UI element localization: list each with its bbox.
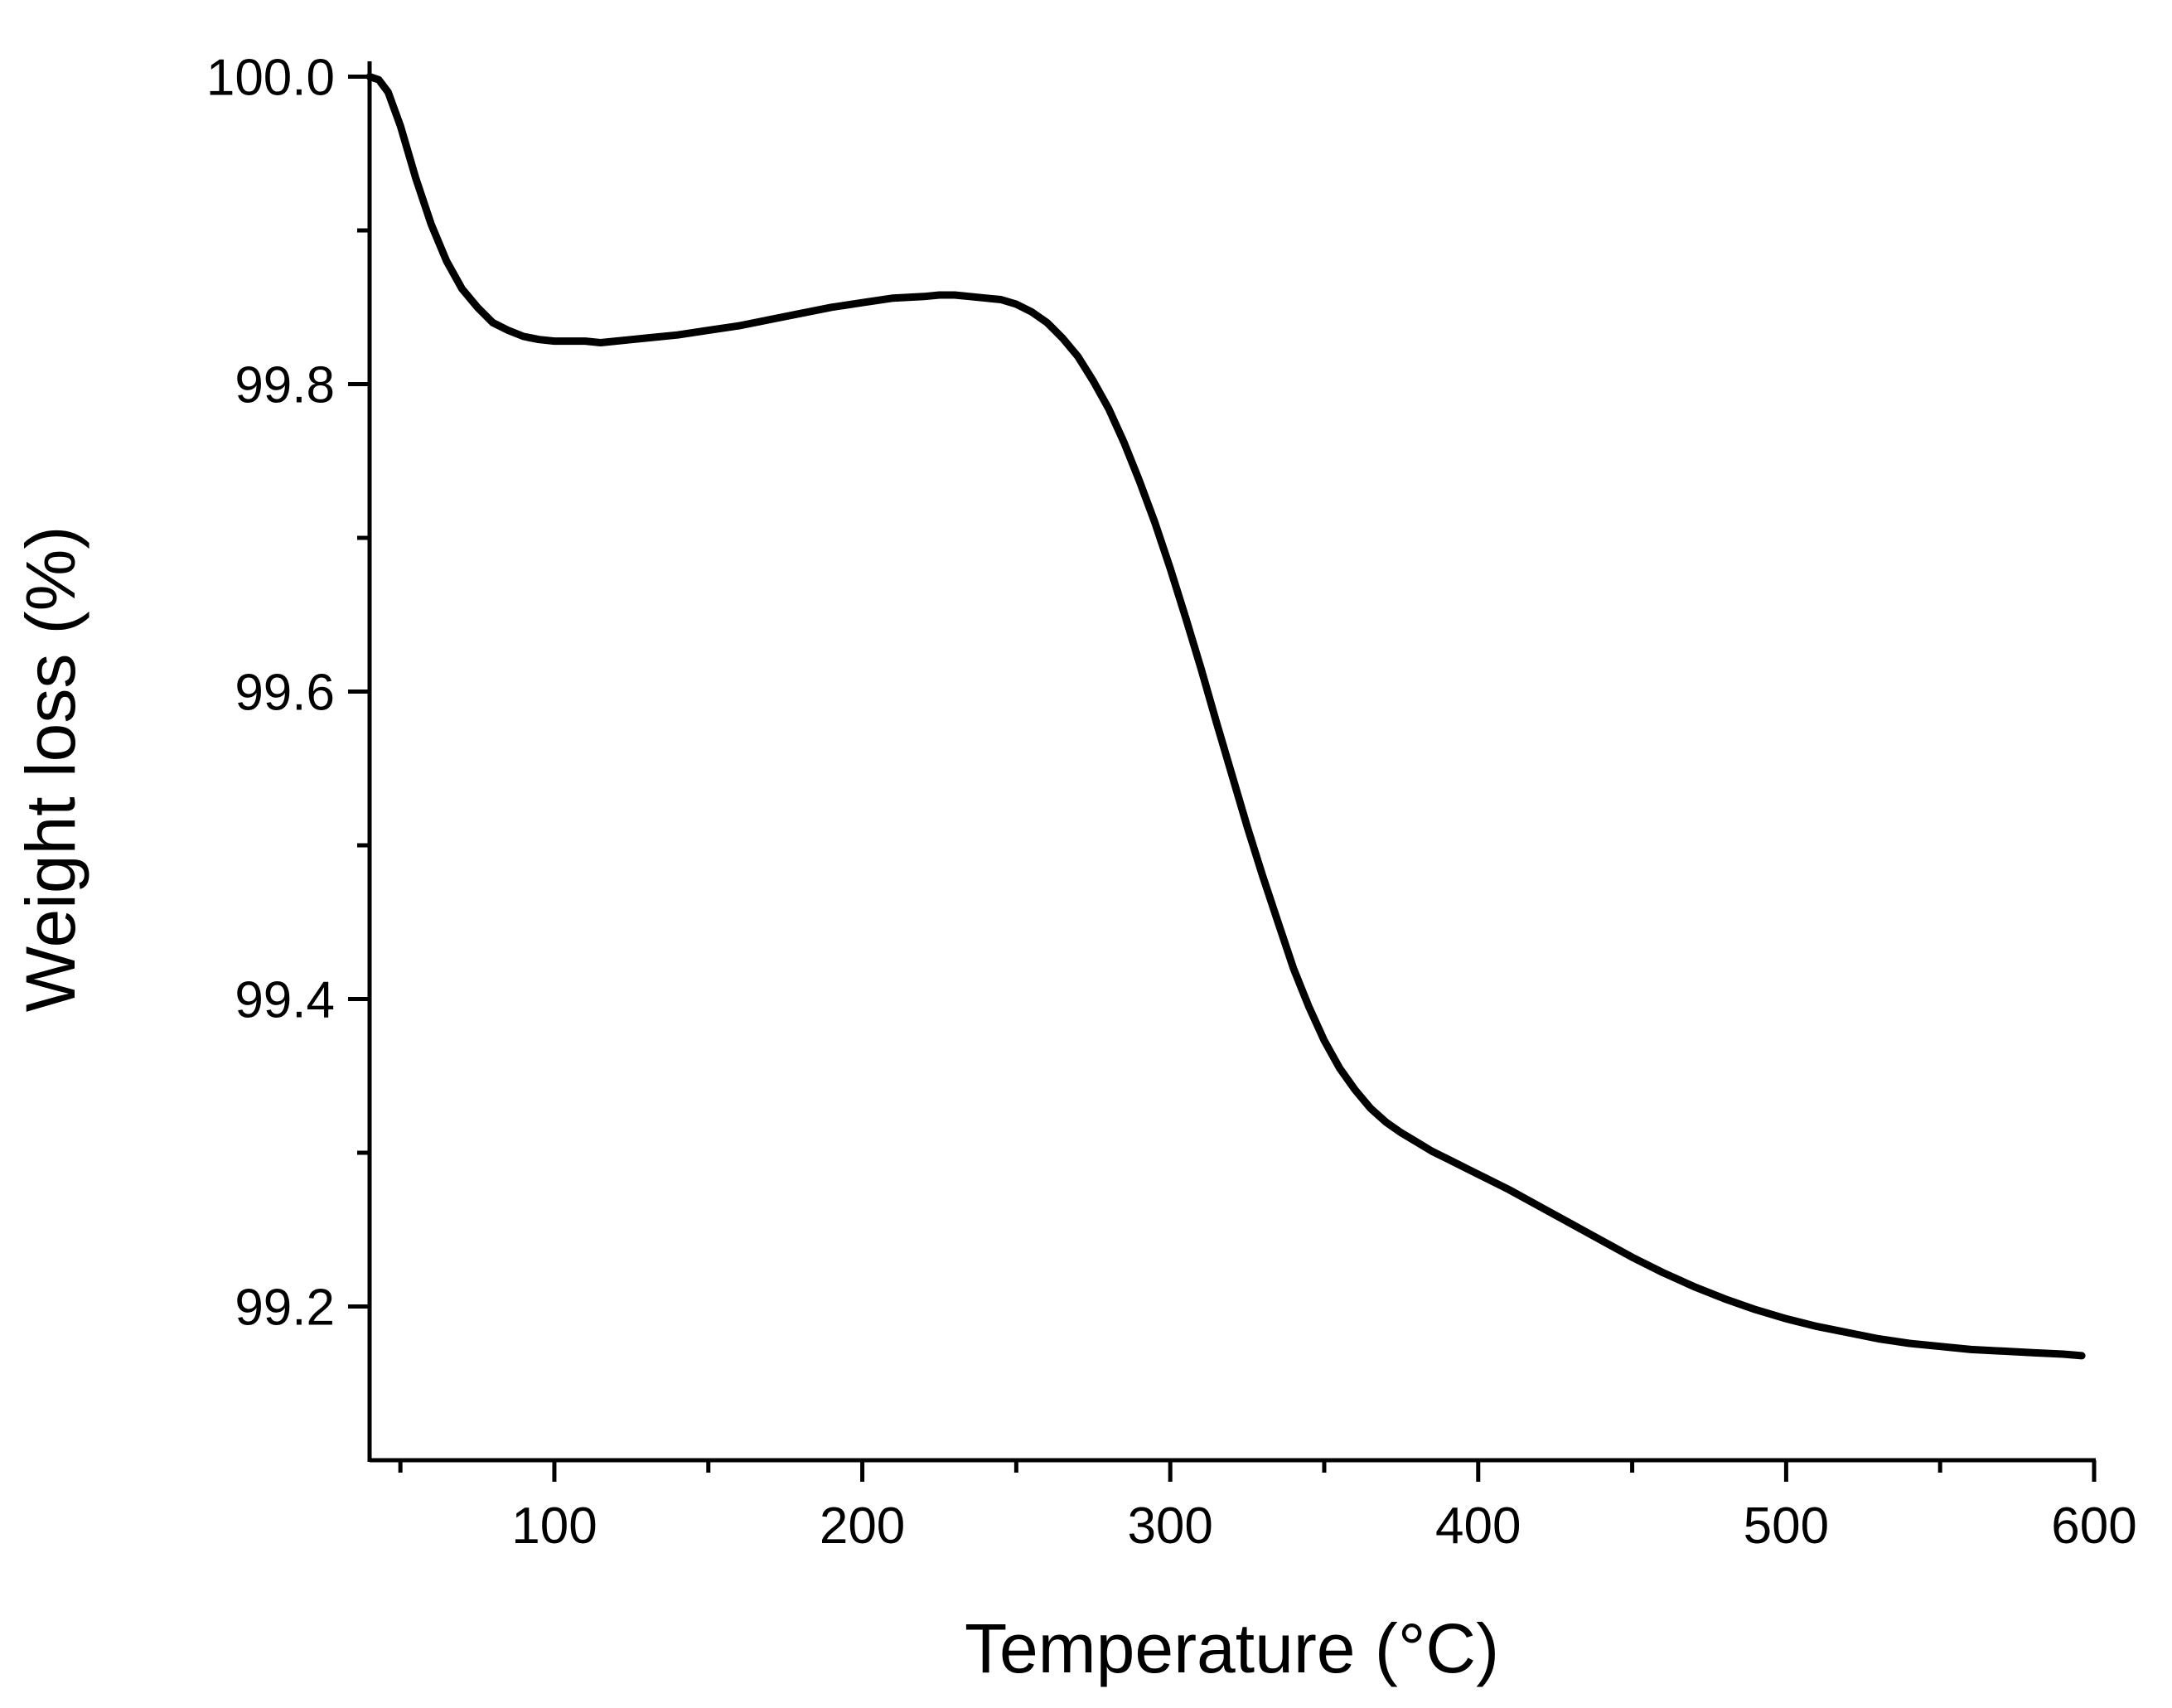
x-tick-label: 300 xyxy=(1127,1498,1212,1555)
y-tick-label: 99.2 xyxy=(235,1280,335,1337)
x-tick-label: 200 xyxy=(820,1498,905,1555)
y-axis-ticks: 99.2 99.4 99.6 99.8 100.0 xyxy=(206,50,370,1337)
x-tick-label: 600 xyxy=(2051,1498,2136,1555)
y-tick-label: 99.6 xyxy=(235,665,335,722)
plot-area xyxy=(365,73,2086,1360)
x-tick-label: 100 xyxy=(511,1498,597,1555)
x-tick-label: 400 xyxy=(1435,1498,1521,1555)
y-tick-label: 100.0 xyxy=(206,50,335,107)
series-line-tga xyxy=(365,73,2086,1360)
x-tick-label: 500 xyxy=(1744,1498,1829,1555)
x-axis-title: Temperature (°C) xyxy=(965,1609,1499,1687)
y-axis-title: Weight loss (%) xyxy=(12,526,89,1013)
y-tick-label: 99.8 xyxy=(235,357,335,414)
x-axis-ticks: 100 200 300 400 500 600 xyxy=(398,1460,2137,1555)
y-tick-label: 99.4 xyxy=(235,972,335,1029)
